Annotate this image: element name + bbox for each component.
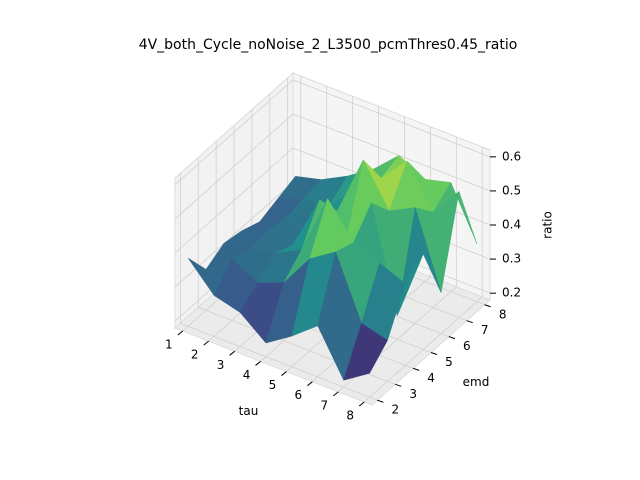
- grid-line: [292, 79, 491, 158]
- y-tick: [412, 367, 420, 371]
- x-axis-label: tau: [239, 404, 259, 418]
- z-tick-label: 0.3: [502, 252, 521, 266]
- x-tick: [332, 391, 339, 397]
- x-tick-label: 8: [346, 408, 354, 422]
- z-tick-label: 0.6: [502, 149, 521, 163]
- y-tick: [448, 336, 456, 340]
- y-tick: [377, 399, 384, 403]
- y-tick: [395, 383, 402, 387]
- y-tick-label: 8: [499, 307, 507, 321]
- grid-line: [180, 322, 378, 401]
- chart-title: 4V_both_Cycle_noNoise_2_L3500_pcmThres0.…: [139, 37, 518, 53]
- y-tick-label: 3: [409, 387, 417, 401]
- x-tick-label: 5: [269, 378, 277, 392]
- z-axis-label: ratio: [541, 211, 555, 239]
- y-tick: [466, 320, 473, 324]
- grid-line: [174, 147, 294, 254]
- x-tick: [177, 330, 184, 336]
- x-tick-label: 7: [320, 398, 328, 412]
- z-tick-label: 0.5: [502, 183, 521, 197]
- x-tick: [358, 401, 365, 407]
- x-tick: [229, 350, 235, 356]
- y-axis-label: emd: [463, 375, 490, 389]
- grid-line: [174, 79, 294, 186]
- z-tick-label: 0.4: [502, 218, 521, 232]
- x-tick-label: 6: [295, 388, 303, 402]
- grid-line: [174, 181, 294, 288]
- y-tick: [484, 304, 491, 308]
- y-tick-label: 2: [392, 403, 400, 417]
- x-tick-label: 3: [217, 358, 225, 372]
- grid-line: [174, 113, 294, 220]
- x-tick-label: 4: [243, 368, 251, 382]
- x-tick: [203, 340, 210, 346]
- y-tick-label: 7: [481, 323, 489, 337]
- z-tick-label: 0.2: [502, 286, 521, 300]
- y-tick: [430, 352, 438, 355]
- surface-face: [343, 323, 388, 381]
- y-tick-label: 4: [427, 371, 435, 385]
- x-tick-label: 2: [191, 348, 199, 362]
- x-tick: [281, 371, 287, 376]
- y-tick-label: 6: [463, 339, 471, 353]
- x-tick: [255, 361, 261, 366]
- grid-line: [292, 113, 491, 192]
- y-tick-label: 5: [445, 355, 453, 369]
- x-tick: [307, 381, 313, 387]
- x-tick-label: 1: [165, 338, 173, 352]
